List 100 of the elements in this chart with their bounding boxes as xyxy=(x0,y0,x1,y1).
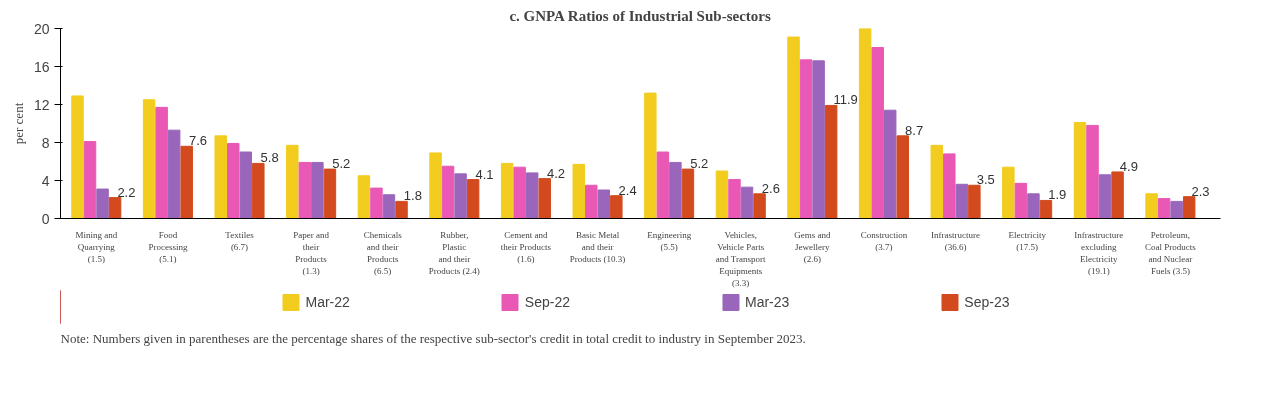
bar xyxy=(955,183,969,219)
bar xyxy=(298,161,312,219)
bar xyxy=(1073,122,1087,219)
y-axis-title: per cent xyxy=(10,102,26,145)
bar xyxy=(896,135,909,219)
bar xyxy=(585,184,598,219)
bar xyxy=(96,188,109,219)
x-tick-label: Chemicals and their Products (6.5) xyxy=(363,229,403,276)
x-tick-label: Petroleum, Coal Products and Nuclear Fuels (3.5) xyxy=(1145,229,1197,276)
y-tick-label: 0 xyxy=(41,210,50,227)
chart-title: c. GNPA Ratios of Industrial Sub-sectors xyxy=(509,7,771,24)
bar xyxy=(357,175,371,219)
x-tick-label: Gems and Jewellery (2.6) xyxy=(794,229,831,264)
data-label: 7.6 xyxy=(189,133,208,149)
data-label: 8.7 xyxy=(905,122,924,138)
legend-label: Sep-23 xyxy=(964,294,1010,310)
bar xyxy=(644,92,657,219)
bar xyxy=(740,186,754,219)
bar xyxy=(466,179,480,219)
bar xyxy=(538,178,551,219)
bar xyxy=(429,152,442,219)
bar xyxy=(311,161,324,219)
x-tick-label: Infrastructure (36.6) xyxy=(931,229,981,252)
bar xyxy=(1098,174,1112,219)
bar xyxy=(1039,199,1053,219)
bar xyxy=(513,166,526,219)
text: Note: Numbers given in parentheses are the percentage shares of the respective sub-sector's credit in total credit to industry in September 2023. xyxy=(60,330,806,346)
bar xyxy=(142,99,156,219)
data-label: 1.8 xyxy=(403,188,422,204)
bar xyxy=(1002,166,1015,219)
y-tick-label: 4 xyxy=(41,172,50,189)
bar xyxy=(968,184,981,219)
x-tick-label: Construction (3.7) xyxy=(860,229,908,252)
data-label: 2.3 xyxy=(1191,183,1210,199)
bar xyxy=(799,59,813,219)
data-label: 5.8 xyxy=(260,150,279,166)
bar xyxy=(1157,198,1171,219)
bar xyxy=(1145,193,1158,219)
data-label: 4.2 xyxy=(547,165,566,181)
legend-label: Mar-22 xyxy=(305,294,350,310)
data-label: 2.4 xyxy=(618,182,637,198)
data-label: 4.9 xyxy=(1119,158,1138,174)
data-label: 2.2 xyxy=(117,184,136,200)
data-label: 5.2 xyxy=(332,156,351,172)
data-label: 11.9 xyxy=(833,92,858,108)
bar xyxy=(669,161,682,219)
bar xyxy=(239,151,253,219)
bar xyxy=(1027,193,1040,219)
bar xyxy=(382,194,396,219)
bar xyxy=(728,179,741,219)
bar xyxy=(370,187,383,219)
x-tick-label: Electricity (17.5) xyxy=(1008,229,1047,252)
bar xyxy=(883,109,897,219)
bar xyxy=(656,151,670,219)
bar xyxy=(454,173,467,219)
bar xyxy=(155,106,168,219)
bar xyxy=(858,28,872,219)
bar xyxy=(812,60,825,219)
bar xyxy=(71,95,84,219)
bar xyxy=(753,193,766,219)
y-tick-label: 20 xyxy=(33,20,50,37)
data-label: 5.2 xyxy=(690,156,709,172)
bar xyxy=(180,145,193,219)
bar xyxy=(943,153,956,219)
bar xyxy=(395,200,408,219)
bar xyxy=(1111,171,1124,219)
bar xyxy=(441,165,455,219)
bar xyxy=(681,168,695,219)
x-tick-label: Mining and Quarrying (1.5) xyxy=(75,229,118,264)
bar xyxy=(500,162,514,219)
x-tick-label: Basic Metal and their Products (10.3) xyxy=(569,229,626,264)
x-tick-label: Vehicles, Vehicle Parts and Transport Equipments (3.3) xyxy=(715,229,767,288)
bar xyxy=(1170,200,1183,219)
x-tick-label: Infrastructure excluding Electricity (19.1) xyxy=(1074,229,1124,276)
y-tick-label: 16 xyxy=(33,58,50,75)
x-tick-label: Textiles (6.7) xyxy=(225,229,255,252)
bar xyxy=(930,144,943,219)
x-tick-label: Cement and their Products (1.6) xyxy=(500,229,552,264)
bar xyxy=(1014,182,1028,219)
legend-label: Sep-22 xyxy=(524,294,570,310)
bar xyxy=(167,129,181,219)
bar xyxy=(83,141,97,219)
bar xyxy=(108,197,122,219)
bar xyxy=(1086,124,1099,219)
y-tick-label: 12 xyxy=(33,96,50,113)
bar xyxy=(597,189,611,219)
y-tick-label: 8 xyxy=(41,134,50,151)
legend-label: Mar-23 xyxy=(745,294,790,310)
bar xyxy=(572,163,585,219)
bar xyxy=(715,170,729,219)
x-tick-label: Engineering (5.5) xyxy=(647,229,692,252)
bar xyxy=(214,135,227,219)
bar xyxy=(610,195,623,219)
bar xyxy=(525,172,539,219)
data-label: 2.6 xyxy=(761,180,780,196)
bar xyxy=(286,144,299,219)
x-tick-label: Rubber, Plastic and their Products (2.4) xyxy=(428,229,480,276)
x-tick-label: Food Processing (5.1) xyxy=(148,229,188,264)
x-tick-label: Paper and their Products (1.3) xyxy=(293,229,330,276)
data-label: 4.1 xyxy=(475,166,494,182)
